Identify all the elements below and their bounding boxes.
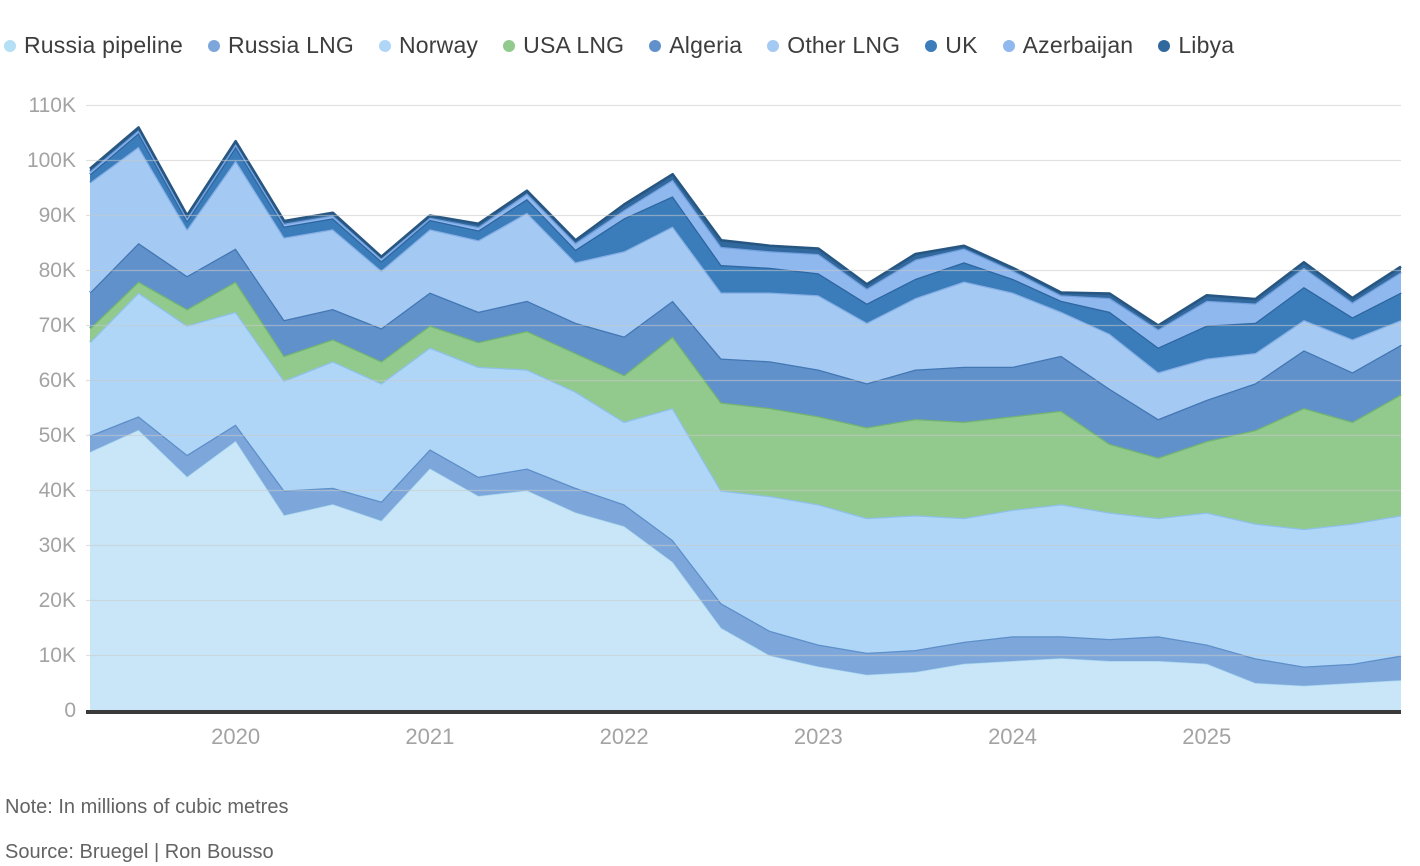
chart-legend: Russia pipeline Russia LNG Norway USA LNG Al… <box>4 32 1418 59</box>
legend-label: Other LNG <box>787 32 901 58</box>
x-tick-label-2025: 2025 <box>1182 724 1232 749</box>
legend-item-libya[interactable]: Libya <box>1158 32 1234 59</box>
legend-label: Russia LNG <box>227 32 354 58</box>
area-norway <box>90 292 1401 667</box>
x-tick-label-2021: 2021 <box>405 724 455 749</box>
y-tick-label-90K: 90K <box>38 203 76 227</box>
y-tick-label-80K: 80K <box>38 258 76 282</box>
legend-label: Russia pipeline <box>24 32 183 58</box>
y-tick-label-60K: 60K <box>38 368 76 392</box>
legend-label: Norway <box>398 32 479 58</box>
y-tick-label-30K: 30K <box>38 533 76 557</box>
legend-label: UK <box>945 32 978 58</box>
area-uk <box>90 133 1401 373</box>
x-tick-label-2022: 2022 <box>599 724 649 749</box>
line-libya <box>89 126 1402 327</box>
chart-source: Source: Bruegel | Ron Bousso <box>5 841 274 863</box>
legend-dot-russia-pipeline <box>4 39 16 52</box>
y-tick-label-50K: 50K <box>38 423 76 447</box>
y-tick-label-110K: 110K <box>28 93 77 117</box>
y-tick-label-40K: 40K <box>38 478 76 502</box>
y-tick-label-10K: 10K <box>38 643 76 667</box>
y-tick-label-100K: 100K <box>26 148 76 172</box>
legend-item-russia-pipeline[interactable]: Russia pipeline <box>4 32 183 59</box>
x-tick-label-2020: 2020 <box>211 724 261 749</box>
legend-dot-algeria <box>649 39 662 52</box>
legend-dot-azerbaijan <box>1002 39 1015 52</box>
y-tick-label-0: 0 <box>64 698 76 722</box>
area-other-lng <box>90 146 1401 419</box>
x-tick-label-2024: 2024 <box>988 724 1038 749</box>
y-tick-label-70K: 70K <box>38 313 76 337</box>
legend-label: USA LNG <box>523 32 625 58</box>
chart-note: Note: In millions of cubic metres <box>5 796 289 818</box>
area-algeria <box>90 243 1401 458</box>
legend-item-usa-lng[interactable]: USA LNG <box>503 32 624 59</box>
legend-item-uk[interactable]: UK <box>925 32 977 59</box>
legend-item-norway[interactable]: Norway <box>378 32 479 59</box>
legend-label: Libya <box>1178 32 1235 58</box>
legend-dot-uk <box>925 39 938 52</box>
legend-label: Algeria <box>669 32 743 58</box>
legend-dot-usa-lng <box>503 39 516 52</box>
legend-dot-libya <box>1158 39 1171 52</box>
legend-dot-russia-lng <box>207 39 220 52</box>
legend-label: Azerbaijan <box>1022 32 1134 58</box>
legend-item-algeria[interactable]: Algeria <box>649 32 742 59</box>
legend-item-other-lng[interactable]: Other LNG <box>767 32 900 59</box>
legend-dot-norway <box>378 39 391 52</box>
legend-item-azerbaijan[interactable]: Azerbaijan <box>1002 32 1134 59</box>
legend-dot-other-lng <box>767 39 780 52</box>
y-tick-label-20K: 20K <box>38 588 76 612</box>
area-russia-pipeline <box>90 430 1401 711</box>
area-russia-lng <box>90 416 1401 686</box>
legend-item-russia-lng[interactable]: Russia LNG <box>207 32 354 59</box>
x-tick-label-2023: 2023 <box>793 724 843 749</box>
